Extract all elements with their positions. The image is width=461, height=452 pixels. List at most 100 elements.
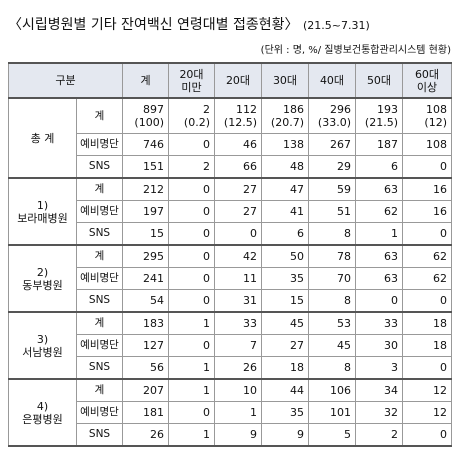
- cell: 0: [168, 222, 215, 246]
- cell: 27: [261, 334, 309, 357]
- cell: 26: [214, 356, 262, 380]
- column-header: 20대 미만: [168, 62, 215, 99]
- cell: 33: [355, 311, 403, 335]
- cell: 16: [402, 200, 452, 223]
- cell: 46: [214, 133, 262, 156]
- cell: 15: [122, 222, 169, 246]
- cell: 0: [168, 334, 215, 357]
- cell: 0: [168, 244, 215, 268]
- table-body: 총 계 계 897 (100) 2 (0.2) 112 (12.5) 186 (20.7)…: [8, 97, 452, 447]
- column-header: 40대: [308, 62, 356, 99]
- cell: 138: [261, 133, 309, 156]
- group-number: 3): [36, 332, 49, 346]
- cell: 44: [261, 378, 309, 402]
- cell: 2: [355, 423, 403, 447]
- cell: 62: [402, 244, 452, 268]
- cell: 0: [214, 222, 262, 246]
- cell: 101: [308, 401, 356, 424]
- cell: 63: [355, 244, 403, 268]
- cell: 78: [308, 244, 356, 268]
- cell: 35: [261, 267, 309, 290]
- cell: 1: [168, 423, 215, 447]
- row-label: 계: [76, 97, 123, 134]
- cell: 2: [168, 155, 215, 179]
- data-row: 총 계 계 897 (100) 2 (0.2) 112 (12.5) 186 (20.7)…: [8, 97, 452, 179]
- cell: 47: [261, 177, 309, 201]
- cell: 108: [402, 133, 452, 156]
- group-label: 3) 서남병원: [8, 311, 77, 380]
- row-label: 예비명단: [76, 267, 123, 290]
- data-row: SNS 54 0 31 15 8 0 0: [9, 289, 452, 313]
- cell: 295: [122, 244, 169, 268]
- cell: 45: [308, 334, 356, 357]
- data-row: 예비명단 241 0 11 35 70 63 62: [9, 267, 452, 290]
- cell: 0: [168, 133, 215, 156]
- cell: 0: [168, 401, 215, 424]
- column-header: 60대 이상: [402, 62, 452, 99]
- cell: 16: [402, 177, 452, 201]
- cell: 108 (12): [402, 97, 452, 134]
- cell: 12: [402, 401, 452, 424]
- cell: 112 (12.5): [214, 97, 262, 134]
- cell: 106: [308, 378, 356, 402]
- row-label: 예비명단: [76, 200, 123, 223]
- cell: 54: [122, 289, 169, 313]
- data-row: 2) 동부병원 계 295 0 42 50 78 63 62: [8, 244, 452, 313]
- cell: 8: [308, 222, 356, 246]
- cell: 193 (21.5): [355, 97, 403, 134]
- cell: 29: [308, 155, 356, 179]
- cell: 59: [308, 177, 356, 201]
- cell: 897 (100): [122, 97, 169, 134]
- group-label: 1) 보라매병원: [8, 177, 77, 246]
- cell: 5: [308, 423, 356, 447]
- cell: 151: [122, 155, 169, 179]
- group-number: 총 계: [30, 131, 55, 145]
- group-name: 동부병원: [22, 278, 63, 292]
- data-row: 예비명단 127 0 7 27 45 30 18: [9, 334, 452, 357]
- data-row: 1) 보라매병원 계 212 0 27 47 59 63 16: [8, 177, 452, 246]
- cell: 30: [355, 334, 403, 357]
- cell: 6: [261, 222, 309, 246]
- cell: 181: [122, 401, 169, 424]
- group-number: 4): [36, 399, 49, 413]
- row-label: SNS: [76, 155, 123, 179]
- cell: 51: [308, 200, 356, 223]
- cell: 0: [402, 155, 452, 179]
- cell: 0: [168, 177, 215, 201]
- row-label: 예비명단: [76, 334, 123, 357]
- row-label: 계: [76, 177, 123, 201]
- row-label: SNS: [76, 423, 123, 447]
- cell: 1: [168, 378, 215, 402]
- cell: 746: [122, 133, 169, 156]
- cell: 62: [355, 200, 403, 223]
- cell: 12: [402, 378, 452, 402]
- cell: 32: [355, 401, 403, 424]
- cell: 8: [308, 356, 356, 380]
- cell: 0: [355, 289, 403, 313]
- cell: 45: [261, 311, 309, 335]
- unit-note: (단위 : 명, %/ 질병보건통합관리시스템 현황): [260, 45, 451, 56]
- cell: 8: [308, 289, 356, 313]
- row-label: 계: [76, 244, 123, 268]
- cell: 2 (0.2): [168, 97, 215, 134]
- vaccination-table: 구분 계 20대 미만 20대 30대 40대 50대 60대 이상 총 계 계 897 (100…: [8, 62, 452, 447]
- cell: 0: [168, 289, 215, 313]
- table-head: 구분 계 20대 미만 20대 30대 40대 50대 60대 이상: [8, 62, 452, 99]
- cell: 35: [261, 401, 309, 424]
- cell: 70: [308, 267, 356, 290]
- row-label: 예비명단: [76, 133, 123, 156]
- cell: 26: [122, 423, 169, 447]
- cell: 241: [122, 267, 169, 290]
- cell: 1: [214, 401, 262, 424]
- title: 〈시립병원별 기타 잔여백신 연령대별 접종현황〉 (21.5~7.31): [8, 14, 370, 34]
- cell: 0: [402, 356, 452, 380]
- cell: 183: [122, 311, 169, 335]
- column-header: 50대: [355, 62, 403, 99]
- cell: 48: [261, 155, 309, 179]
- cell: 9: [214, 423, 262, 447]
- row-label: 계: [76, 311, 123, 335]
- cell: 0: [402, 423, 452, 447]
- cell: 296 (33.0): [308, 97, 356, 134]
- cell: 42: [214, 244, 262, 268]
